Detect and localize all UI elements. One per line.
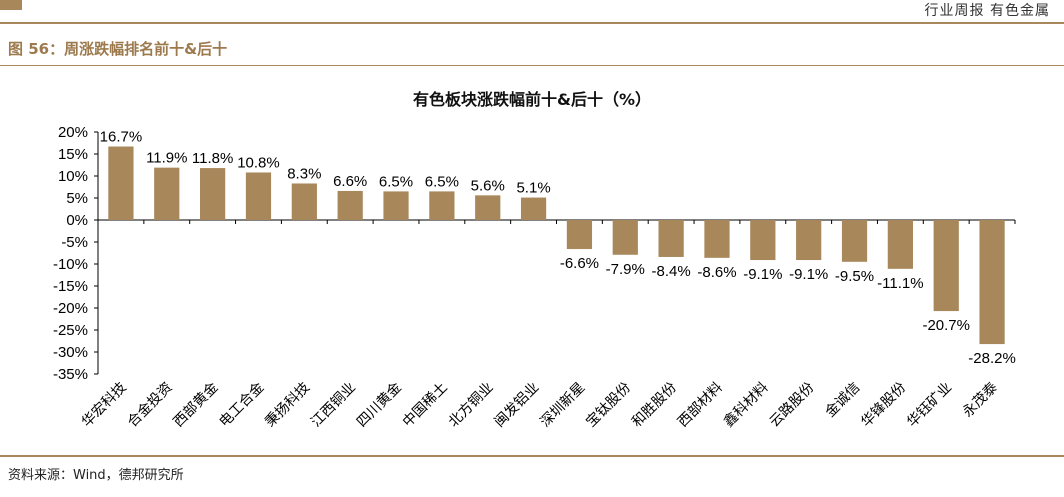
category-label: 电工合金	[216, 380, 267, 431]
data-label: 8.3%	[287, 165, 321, 182]
category-label: 华锋股份	[858, 380, 909, 431]
data-label: -7.9%	[606, 261, 645, 278]
y-tick-label: 10%	[58, 168, 88, 185]
bar	[383, 191, 409, 220]
category-label: 西部材料	[675, 380, 726, 431]
category-label: 闽发铝业	[491, 380, 542, 431]
bar	[704, 220, 730, 258]
category-label: 鑫科材料	[720, 379, 772, 431]
bar	[429, 191, 455, 220]
y-tick-label: -35%	[53, 366, 88, 383]
source-note: 资料来源：Wind，德邦研究所	[8, 468, 184, 483]
y-tick-label: 0%	[66, 212, 88, 229]
data-label: 11.9%	[146, 150, 187, 167]
data-label: 16.7%	[100, 129, 143, 146]
category-label: 永茂泰	[959, 379, 1001, 421]
y-tick-label: -15%	[53, 278, 88, 295]
y-tick-label: -5%	[61, 234, 88, 251]
category-label: 金诚信	[822, 380, 863, 421]
category-label: 合金投资	[125, 380, 176, 431]
bar	[475, 195, 501, 220]
bar	[933, 220, 959, 312]
y-tick-label: -30%	[53, 344, 88, 361]
data-label: 6.5%	[425, 173, 459, 190]
bar	[841, 220, 868, 262]
data-label: 11.8%	[192, 150, 233, 167]
bar	[245, 172, 272, 220]
data-label: -8.6%	[697, 264, 736, 281]
bar	[337, 190, 363, 220]
data-label: -20.7%	[922, 317, 970, 334]
data-label: 6.5%	[379, 173, 413, 190]
source-divider	[0, 455, 1064, 457]
y-tick-label: -20%	[53, 300, 88, 317]
bar	[612, 220, 638, 255]
category-label: 云路股份	[767, 380, 818, 431]
bar	[796, 220, 822, 261]
y-tick-label: -10%	[53, 256, 88, 273]
bar	[520, 197, 547, 220]
bar	[154, 167, 180, 220]
data-label: -6.6%	[560, 255, 599, 272]
data-label: -11.1%	[877, 275, 923, 292]
data-label: -9.5%	[835, 268, 874, 285]
category-label: 江西铜业	[308, 380, 359, 431]
category-label: 秉扬科技	[262, 380, 313, 431]
category-label: 华宏科技	[79, 380, 130, 431]
y-tick-label: 15%	[58, 146, 88, 163]
y-tick-label: -25%	[53, 322, 88, 339]
category-label: 华钰矿业	[904, 380, 955, 431]
brand-logo	[0, 0, 22, 10]
header-divider	[0, 22, 1064, 24]
bar	[979, 220, 1005, 345]
data-label: 6.6%	[333, 173, 367, 190]
category-label: 宝钛股份	[583, 380, 634, 431]
data-label: 10.8%	[237, 154, 280, 171]
bar	[108, 146, 134, 220]
category-label: 北方铜业	[446, 380, 497, 431]
figure-title-divider	[0, 65, 1064, 66]
chart-title: 有色板块涨跌幅前十&后十（%）	[413, 90, 651, 109]
data-label: -28.2%	[968, 350, 1016, 367]
bar-chart: 20% 15% 10% 5% 0% -5% -10% -15% -20% -25% -30% -35%…	[53, 124, 1016, 431]
y-tick-label: 20%	[58, 124, 88, 141]
data-label: -8.4%	[652, 263, 691, 280]
category-label: 西部黄金	[170, 379, 222, 431]
data-label: 5.6%	[471, 177, 505, 194]
data-label: -9.1%	[789, 266, 828, 283]
y-tick-label: 5%	[66, 190, 88, 207]
category-label: 和胜股份	[629, 380, 680, 431]
category-label: 中国稀土	[400, 380, 451, 431]
category-label: 深圳新星	[537, 380, 588, 431]
bar	[566, 220, 593, 250]
bar	[658, 220, 684, 257]
category-label: 四川黄金	[353, 379, 405, 431]
bar	[750, 220, 776, 261]
bar	[291, 183, 317, 220]
bar	[200, 168, 226, 220]
figure-title: 图 56：周涨跌幅排名前十&后十	[8, 40, 228, 58]
data-label: -9.1%	[743, 266, 782, 283]
bar	[887, 220, 913, 269]
data-label: 5.1%	[516, 180, 550, 197]
header-report-label: 行业周报 有色金属	[924, 3, 1050, 19]
